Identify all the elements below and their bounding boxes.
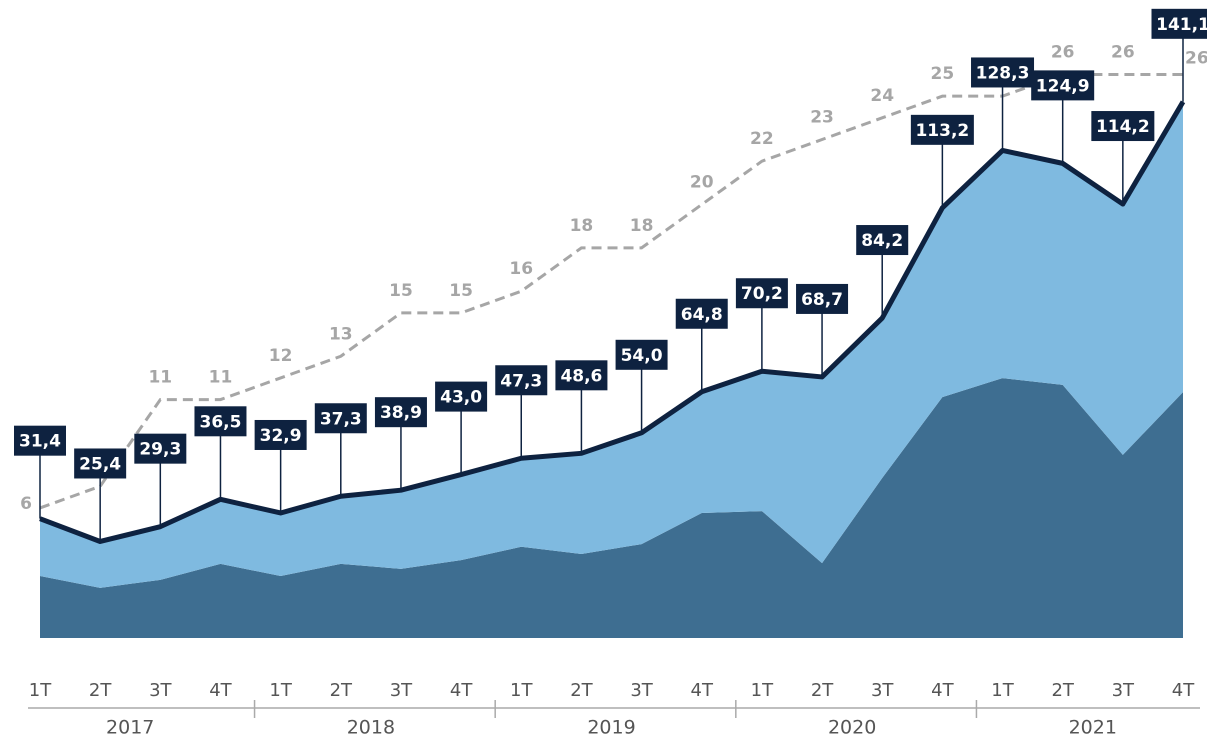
- label-box: [675, 298, 728, 329]
- dashed-label: 6: [20, 494, 32, 514]
- x-tick-label: 2T: [570, 680, 593, 701]
- x-tick-label: 1T: [510, 680, 533, 701]
- dashed-label: 26: [1185, 49, 1207, 69]
- label-box: [971, 57, 1035, 88]
- total-label: 124,9: [1036, 76, 1090, 96]
- label-box: [134, 433, 187, 464]
- x-tick-label: 1T: [751, 680, 774, 701]
- x-tick-label: 4T: [450, 680, 473, 701]
- dashed-label: 13: [329, 324, 353, 344]
- total-line: [39, 100, 1186, 544]
- x-group-label: 2018: [347, 717, 395, 739]
- x-tick-label: 4T: [931, 680, 954, 701]
- total-label: 68,7: [801, 290, 843, 310]
- x-group-label: 2017: [106, 717, 154, 739]
- x-tick-label: 4T: [1172, 680, 1195, 701]
- x-tick-label: 3T: [149, 680, 172, 701]
- label-box: [735, 278, 788, 309]
- dashed-label: 18: [630, 216, 654, 236]
- x-tick-label: 2T: [89, 680, 112, 701]
- x-tick-label: 3T: [1112, 680, 1135, 701]
- total-label: 32,9: [260, 426, 302, 446]
- label-box: [14, 425, 66, 456]
- total-label: 37,3: [320, 409, 362, 429]
- label-box: [796, 283, 849, 314]
- label-box: [314, 403, 367, 434]
- x-tick-label: 4T: [209, 680, 232, 701]
- area: [40, 378, 1183, 638]
- dashed-label: 11: [148, 368, 172, 388]
- label-box: [856, 225, 909, 256]
- dashed-label: 18: [570, 216, 594, 236]
- label-box: [74, 448, 127, 479]
- label-box: [1031, 70, 1095, 101]
- x-tick-label: 2T: [1051, 680, 1074, 701]
- total-label: 84,2: [861, 231, 903, 251]
- total-label: 48,6: [560, 366, 602, 386]
- dashed-label: 26: [1111, 43, 1135, 63]
- dashed-label: 25: [931, 64, 955, 84]
- total-label: 141,1: [1156, 15, 1207, 35]
- total-label: 54,0: [621, 346, 663, 366]
- label-box: [435, 381, 488, 412]
- x-group-label: 2021: [1069, 717, 1117, 739]
- dashed-line: [39, 73, 1183, 510]
- x-tick-label: 1T: [991, 680, 1014, 701]
- dashed-label: 23: [810, 108, 834, 128]
- dashed-label: 24: [870, 86, 894, 106]
- label-box: [374, 397, 427, 428]
- x-tick-label: 3T: [630, 680, 653, 701]
- label-box: [194, 406, 247, 437]
- label-box: [254, 419, 307, 450]
- total-label: 43,0: [440, 388, 482, 408]
- label-box: [910, 114, 974, 145]
- label-box: [615, 339, 668, 370]
- x-group-label: 2019: [587, 717, 635, 739]
- x-tick-label: 3T: [390, 680, 413, 701]
- total-label: 113,2: [915, 121, 969, 141]
- total-label: 114,2: [1096, 117, 1150, 137]
- dashed-label: 22: [750, 129, 774, 149]
- label-box: [1091, 111, 1155, 142]
- total-label: 128,3: [976, 63, 1030, 83]
- label-box: [495, 365, 548, 396]
- total-label: 25,4: [79, 454, 121, 474]
- total-label: 64,8: [681, 305, 723, 325]
- x-tick-label: 1T: [269, 680, 292, 701]
- x-tick-label: 1T: [29, 680, 52, 701]
- label-box: [555, 360, 608, 391]
- total-label: 31,4: [19, 432, 61, 452]
- x-tick-label: 4T: [691, 680, 714, 701]
- dashed-label: 20: [690, 173, 714, 193]
- x-tick-label: 2T: [330, 680, 353, 701]
- dashed-label: 15: [449, 281, 473, 301]
- total-label: 38,9: [380, 403, 422, 423]
- dashed-label: 15: [389, 281, 413, 301]
- dashed-label: 12: [269, 346, 293, 366]
- dashed-label: 16: [509, 259, 533, 279]
- total-label: 36,5: [199, 412, 241, 432]
- total-label: 29,3: [139, 440, 181, 460]
- label-box: [1151, 8, 1207, 39]
- dashed-label: 26: [1051, 43, 1075, 63]
- area: [40, 101, 1183, 588]
- x-group-label: 2020: [828, 717, 876, 739]
- total-label: 70,2: [741, 284, 783, 304]
- total-label: 47,3: [500, 371, 542, 391]
- x-tick-label: 3T: [871, 680, 894, 701]
- dashed-label: 11: [209, 368, 233, 388]
- x-tick-label: 2T: [811, 680, 834, 701]
